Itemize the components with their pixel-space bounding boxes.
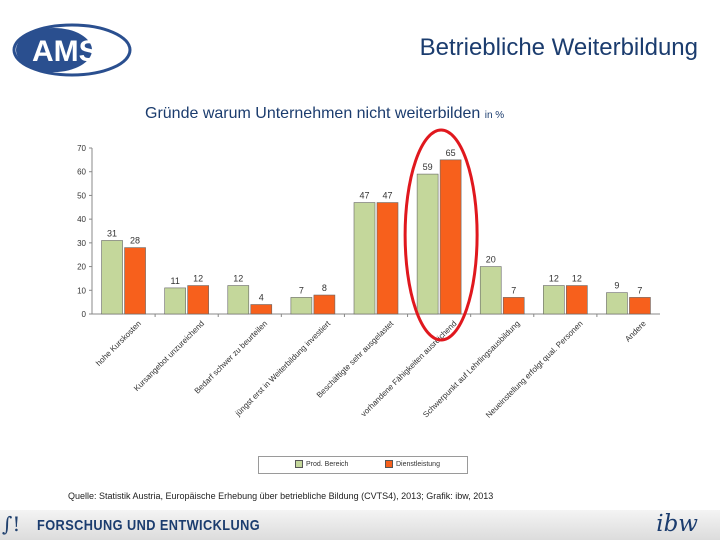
data-label: 12 — [572, 274, 582, 284]
y-tick-label: 50 — [77, 191, 86, 200]
bar-dienst — [250, 304, 273, 315]
legend-swatch-dienst — [385, 460, 393, 468]
data-label: 12 — [549, 274, 559, 284]
y-tick-label: 40 — [77, 215, 86, 224]
bar-dienst — [187, 285, 209, 315]
category-label: Andere — [623, 319, 648, 344]
data-label: 65 — [446, 148, 456, 158]
data-label: 47 — [359, 191, 369, 201]
category-label: Kursangebot unzureichend — [132, 319, 206, 393]
data-label: 11 — [170, 276, 179, 286]
data-label: 59 — [423, 162, 433, 172]
data-label: 20 — [486, 255, 496, 265]
bar-prod — [479, 266, 502, 315]
page-title: Betriebliche Weiterbildung — [419, 34, 698, 61]
y-tick-label: 20 — [77, 263, 86, 272]
bar-dienst — [566, 285, 588, 315]
y-tick-label: 30 — [77, 239, 86, 248]
chart-legend: Prod. Bereich Dienstleistung — [258, 456, 468, 474]
bar-dienst — [124, 247, 146, 315]
legend-item-prod: Prod. Bereich — [295, 460, 348, 468]
data-label: 7 — [299, 285, 304, 295]
source-note: Quelle: Statistik Austria, Europäische E… — [68, 491, 494, 501]
footer-mark-icon: ∫! — [2, 512, 21, 536]
legend-label-dienst: Dienstleistung — [396, 460, 440, 468]
bar-dienst — [502, 297, 525, 315]
bar-prod — [353, 202, 376, 315]
data-label: 31 — [107, 228, 117, 238]
category-label: hohe Kurskosten — [94, 319, 143, 368]
footer-brand-logo: ibw — [656, 511, 698, 537]
highlight-circle — [403, 128, 479, 342]
chart-title-unit: in % — [484, 110, 505, 121]
footer-bar: ∫! FORSCHUNG UND ENTWICKLUNG ibw — [0, 510, 720, 540]
logo-swoosh — [12, 23, 132, 77]
data-label: 47 — [382, 191, 392, 201]
y-tick-label: 0 — [82, 310, 87, 319]
y-tick-label: 10 — [77, 286, 86, 295]
data-label: 9 — [614, 281, 619, 291]
bar-prod — [416, 173, 439, 315]
chart-title: Gründe warum Unternehmen nicht weiterbil… — [145, 105, 504, 123]
legend-label-prod: Prod. Bereich — [306, 460, 349, 468]
data-label: 7 — [511, 285, 516, 295]
data-label: 7 — [637, 285, 642, 295]
logo-disc — [16, 28, 92, 72]
ams-logo: AMS — [12, 23, 132, 77]
bar-dienst — [313, 294, 336, 315]
y-tick-label: 70 — [77, 144, 86, 153]
legend-swatch-prod — [295, 460, 303, 468]
data-label: 4 — [259, 293, 264, 303]
bar-prod — [164, 287, 186, 315]
y-tick-label: 60 — [77, 168, 86, 177]
data-label: 28 — [130, 236, 140, 246]
bar-dienst — [439, 159, 462, 315]
footer-text: FORSCHUNG UND ENTWICKLUNG — [37, 517, 261, 534]
bar-prod — [227, 285, 250, 315]
bar-dienst — [629, 297, 651, 315]
bar-prod — [101, 240, 123, 315]
data-label: 8 — [322, 283, 327, 293]
category-label: Bedarf schwer zu beurteilen — [193, 319, 269, 395]
bar-dienst — [376, 202, 399, 315]
bar-prod — [606, 292, 628, 315]
bar-prod — [290, 297, 313, 315]
chart-title-text: Gründe warum Unternehmen nicht weiterbil… — [145, 105, 481, 122]
data-label: 12 — [233, 274, 243, 284]
bar-prod — [543, 285, 565, 315]
legend-item-dienst: Dienstleistung — [385, 460, 440, 468]
data-label: 12 — [193, 274, 203, 284]
logo-text: AMS — [32, 35, 99, 68]
